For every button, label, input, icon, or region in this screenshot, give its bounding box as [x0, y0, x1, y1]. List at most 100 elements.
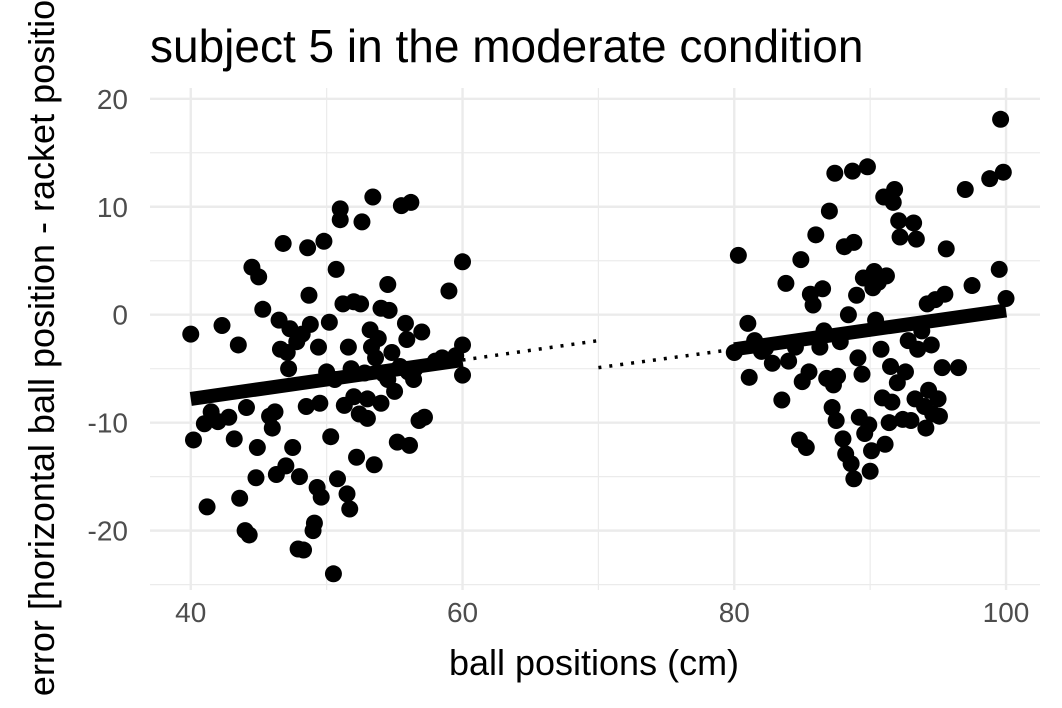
- fit-line-solid: [733, 303, 1008, 357]
- data-point: [891, 228, 909, 246]
- data-point: [902, 412, 920, 430]
- data-point: [981, 170, 999, 188]
- data-point: [433, 349, 451, 367]
- data-point: [867, 311, 885, 329]
- data-point: [797, 438, 815, 456]
- data-point: [936, 285, 954, 303]
- data-point: [348, 448, 366, 466]
- data-point: [237, 399, 255, 417]
- data-point: [845, 233, 863, 251]
- data-point: [773, 391, 791, 409]
- data-point: [757, 339, 775, 357]
- data-point: [872, 340, 890, 358]
- y-axis-title: error [horizontal ball position - racket…: [21, 0, 62, 696]
- data-point: [290, 468, 308, 486]
- data-point: [263, 419, 281, 437]
- data-point: [345, 388, 363, 406]
- y-tick-label: 0: [112, 300, 128, 331]
- data-point: [956, 180, 974, 198]
- data-point: [305, 514, 323, 532]
- data-point: [380, 301, 398, 319]
- data-point: [406, 360, 424, 378]
- data-point: [277, 457, 295, 475]
- data-point: [250, 268, 268, 286]
- data-point: [896, 363, 914, 381]
- data-point: [877, 267, 895, 285]
- data-point: [729, 246, 747, 264]
- data-point: [890, 212, 908, 230]
- data-point: [907, 230, 925, 248]
- data-point: [402, 193, 420, 211]
- data-point: [913, 322, 931, 340]
- data-point: [338, 485, 356, 503]
- data-point: [247, 469, 265, 487]
- data-point: [930, 407, 948, 425]
- data-point: [829, 367, 847, 385]
- data-point: [322, 428, 340, 446]
- data-point: [800, 363, 818, 381]
- y-tick-label: -20: [88, 516, 128, 547]
- data-point: [326, 370, 344, 388]
- data-point: [937, 240, 955, 258]
- data-point: [413, 323, 431, 341]
- data-point: [369, 329, 387, 347]
- data-point: [848, 286, 866, 304]
- data-point: [274, 234, 292, 252]
- data-point: [949, 359, 967, 377]
- y-tick-label: 20: [97, 84, 128, 115]
- data-point: [853, 365, 871, 383]
- data-point: [301, 315, 319, 333]
- data-point: [804, 296, 822, 314]
- data-point: [324, 565, 342, 583]
- data-point: [807, 226, 825, 244]
- data-point: [182, 325, 200, 343]
- data-point: [229, 336, 247, 354]
- data-point: [917, 419, 935, 437]
- data-point: [815, 322, 833, 340]
- data-point: [299, 239, 317, 257]
- data-point: [454, 253, 472, 271]
- data-point: [725, 343, 743, 361]
- data-point: [367, 349, 385, 367]
- data-point: [415, 408, 433, 426]
- data-point: [839, 306, 857, 324]
- data-point: [777, 274, 795, 292]
- data-point: [886, 180, 904, 198]
- data-point: [905, 214, 923, 232]
- data-point: [329, 470, 347, 488]
- data-point: [240, 526, 258, 544]
- data-point: [300, 286, 318, 304]
- x-tick-label: 40: [175, 597, 206, 628]
- data-point: [364, 188, 382, 206]
- data-points: [182, 110, 1015, 583]
- data-point: [231, 489, 249, 507]
- x-tick-label: 100: [983, 597, 1030, 628]
- data-point: [312, 488, 330, 506]
- y-tick-label: 10: [97, 192, 128, 223]
- data-point: [352, 295, 370, 313]
- data-point: [383, 343, 401, 361]
- data-point: [863, 442, 881, 460]
- data-point: [342, 360, 360, 378]
- data-point: [842, 455, 860, 473]
- data-point: [780, 352, 798, 370]
- data-point: [992, 110, 1010, 128]
- data-point: [341, 500, 359, 518]
- data-point: [884, 193, 902, 211]
- data-point: [994, 163, 1012, 181]
- data-point: [823, 399, 841, 417]
- data-point: [327, 260, 345, 278]
- x-tick-labels: 40 60 80 100: [175, 597, 1029, 628]
- data-point: [909, 340, 927, 358]
- x-axis-title: ball positions (cm): [449, 642, 739, 683]
- y-tick-labels: -20 -10 0 10 20: [88, 84, 128, 547]
- data-point: [811, 338, 829, 356]
- data-point: [763, 354, 781, 372]
- data-point: [786, 338, 804, 356]
- data-point: [880, 414, 898, 432]
- data-point: [826, 164, 844, 182]
- x-tick-label: 80: [719, 597, 750, 628]
- data-point: [997, 290, 1015, 308]
- data-point: [358, 390, 376, 408]
